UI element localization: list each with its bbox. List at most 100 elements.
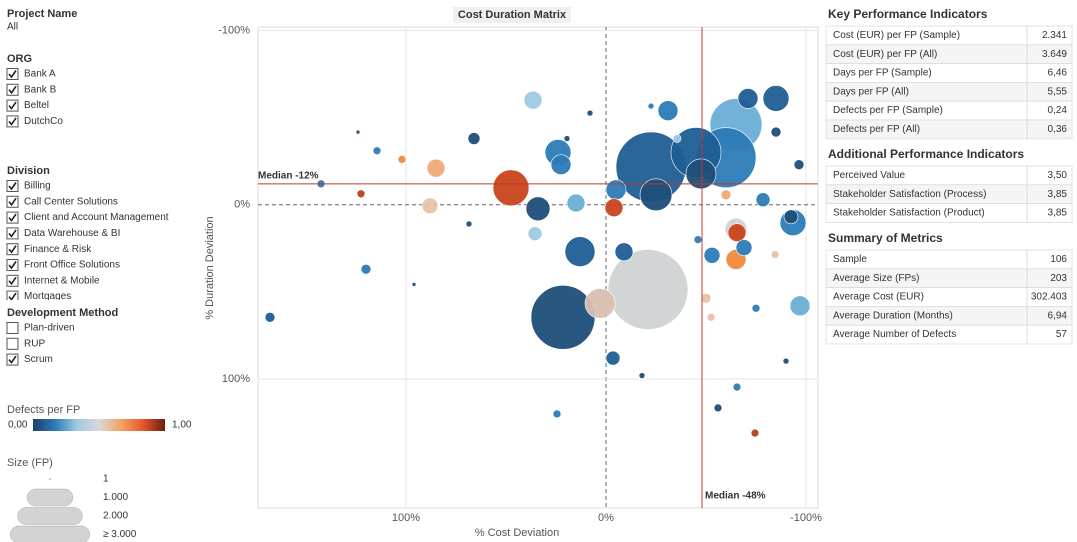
filter-panel: Project Name All ORG Bank A Bank B Beltel Dutc… bbox=[6, 8, 192, 542]
checkbox-label[interactable]: Front Office Solutions bbox=[24, 260, 120, 271]
checkbox[interactable] bbox=[6, 180, 19, 192]
checkbox[interactable] bbox=[6, 115, 19, 128]
checkbox[interactable] bbox=[6, 337, 19, 350]
scatter-chart: Cost Duration Matrix % Cost Deviation % … bbox=[204, 7, 822, 539]
checkbox-label[interactable]: Client and Account Management bbox=[24, 212, 169, 223]
row-value: 302.403 bbox=[1031, 292, 1068, 303]
row-value: 5,55 bbox=[1048, 86, 1068, 97]
checkbox[interactable] bbox=[6, 68, 19, 80]
table-row bbox=[825, 324, 1073, 345]
row-label: Average Cost (EUR) bbox=[833, 292, 924, 303]
checkbox-label[interactable]: Internet & Mobile bbox=[24, 275, 100, 286]
checkbox[interactable] bbox=[6, 322, 19, 334]
table-title: Summary of Metrics bbox=[828, 231, 943, 245]
checkbox-label[interactable]: RUP bbox=[24, 338, 45, 349]
bubble bbox=[550, 154, 572, 175]
bubble bbox=[411, 282, 417, 287]
bubble bbox=[737, 88, 759, 109]
checkbox[interactable] bbox=[6, 274, 19, 287]
bubble bbox=[770, 250, 780, 259]
bubble bbox=[639, 178, 673, 212]
row-value: 0,36 bbox=[1048, 124, 1068, 135]
checkmark bbox=[8, 70, 17, 79]
checkbox[interactable] bbox=[6, 227, 19, 240]
row-label: Stakeholder Satisfaction (Process) bbox=[833, 189, 986, 200]
size-label: ≥ 3.000 bbox=[103, 529, 137, 540]
bubble bbox=[735, 239, 753, 256]
row-label: Days per FP (Sample) bbox=[833, 68, 932, 79]
row-value: 3.649 bbox=[1042, 49, 1067, 60]
color-ramp bbox=[33, 419, 165, 431]
checkbox-label[interactable]: Plan-driven bbox=[24, 323, 75, 334]
size-swatch bbox=[26, 488, 74, 507]
checkbox-label[interactable]: Data Warehouse & BI bbox=[24, 228, 120, 239]
bubble bbox=[755, 192, 771, 208]
x-tick-label: 0% bbox=[598, 512, 614, 524]
checkbox[interactable] bbox=[6, 211, 19, 224]
row-value: 3,50 bbox=[1048, 170, 1068, 181]
bubble bbox=[638, 372, 646, 379]
bubble bbox=[700, 293, 712, 304]
checkbox-label[interactable]: Scrum bbox=[24, 354, 53, 365]
y-tick-label: 100% bbox=[222, 373, 250, 385]
checkbox[interactable] bbox=[6, 353, 19, 366]
legend-min: 0,00 bbox=[8, 420, 28, 431]
checkbox-label[interactable]: Call Center Solutions bbox=[24, 196, 118, 207]
bubble bbox=[566, 193, 586, 213]
checkbox-label[interactable]: Billing bbox=[24, 181, 51, 192]
checkbox[interactable] bbox=[6, 195, 19, 208]
bubbles bbox=[264, 85, 811, 438]
filter-value[interactable]: All bbox=[7, 22, 18, 33]
row-label: Cost (EUR) per FP (All) bbox=[833, 49, 937, 60]
bubble bbox=[706, 313, 716, 322]
checkbox[interactable] bbox=[6, 99, 19, 112]
bubble bbox=[467, 132, 481, 145]
bubble bbox=[552, 409, 562, 419]
size-label: 1 bbox=[103, 474, 109, 485]
reference-label: Median -48% bbox=[705, 491, 766, 502]
bubble bbox=[770, 126, 782, 138]
checkbox-label[interactable]: Mortgages bbox=[24, 291, 71, 302]
checkbox-label[interactable]: Bank B bbox=[24, 84, 57, 95]
row-label: Defects per FP (All) bbox=[833, 124, 920, 135]
checkbox-label[interactable]: DutchCo bbox=[24, 116, 63, 127]
checkmark bbox=[8, 355, 17, 364]
row-label: Average Number of Defects bbox=[833, 329, 956, 340]
checkbox[interactable] bbox=[6, 259, 19, 271]
bubble bbox=[647, 102, 655, 110]
checkmark bbox=[8, 245, 17, 254]
bubble bbox=[527, 226, 543, 241]
checkbox[interactable] bbox=[6, 243, 19, 256]
row-value: 6,94 bbox=[1048, 310, 1068, 321]
checkbox[interactable] bbox=[6, 290, 19, 302]
checkmark bbox=[8, 276, 17, 286]
checkmark bbox=[8, 85, 17, 95]
row-label: Perceived Value bbox=[833, 170, 906, 181]
checkbox-label[interactable]: Bank A bbox=[24, 69, 56, 80]
bubble bbox=[426, 158, 446, 178]
y-tick-label: 0% bbox=[234, 199, 250, 211]
bubble bbox=[525, 196, 551, 222]
bubble bbox=[614, 242, 634, 262]
size-label: 1.000 bbox=[103, 492, 128, 503]
filter-title: Development Method bbox=[7, 307, 118, 319]
bubble bbox=[750, 428, 760, 438]
y-axis-label: % Duration Deviation bbox=[204, 216, 216, 319]
x-tick-label: -100% bbox=[790, 512, 822, 524]
checkmark bbox=[8, 213, 17, 222]
bubble bbox=[703, 246, 721, 264]
legend-title: Size (FP) bbox=[7, 457, 53, 469]
checkbox-label[interactable]: Beltel bbox=[24, 100, 49, 111]
checkbox[interactable] bbox=[6, 83, 19, 96]
bubble bbox=[607, 249, 689, 330]
checkbox-label[interactable]: Finance & Risk bbox=[24, 244, 92, 255]
size-label: 2.000 bbox=[103, 511, 128, 522]
bubble bbox=[789, 295, 811, 317]
table-title: Additional Performance Indicators bbox=[828, 147, 1024, 161]
x-axis-label: % Cost Deviation bbox=[475, 527, 559, 539]
bubble bbox=[492, 169, 530, 207]
bubble bbox=[782, 357, 790, 365]
bubble bbox=[685, 158, 717, 190]
bubble bbox=[356, 189, 366, 199]
